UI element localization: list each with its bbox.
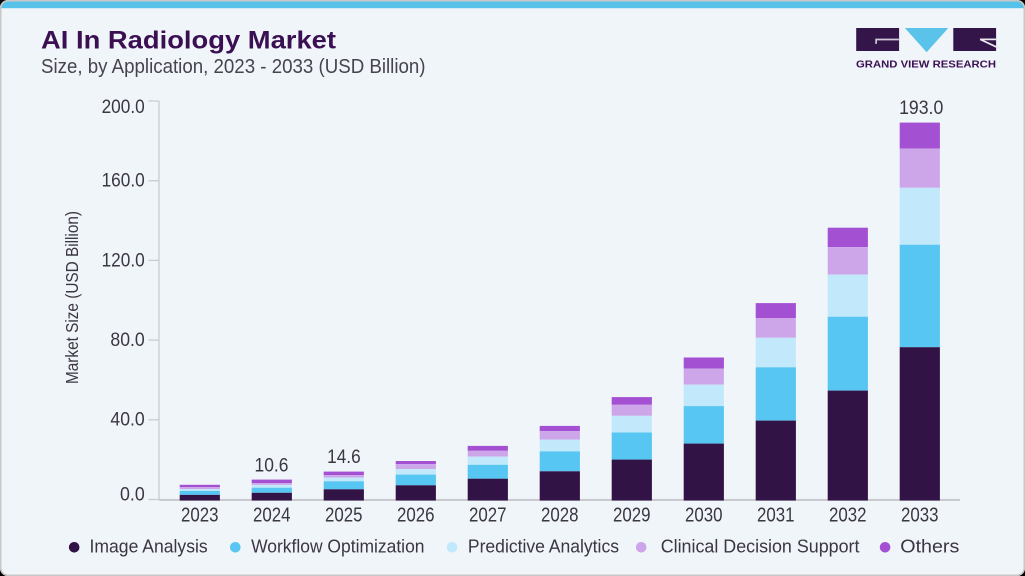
svg-text:40.0: 40.0: [110, 409, 144, 430]
svg-text:Image Analysis: Image Analysis: [90, 536, 208, 557]
svg-text:Size, by Application, 2023 - 2: Size, by Application, 2023 - 2033 (USD B…: [41, 56, 426, 78]
svg-text:Clinical Decision Support: Clinical Decision Support: [661, 536, 860, 557]
svg-text:2032: 2032: [829, 505, 867, 527]
svg-text:2030: 2030: [685, 505, 723, 527]
svg-text:2033: 2033: [901, 505, 939, 527]
svg-text:2023: 2023: [181, 505, 219, 527]
svg-text:2028: 2028: [541, 505, 579, 527]
svg-text:80.0: 80.0: [110, 330, 144, 351]
svg-text:Market Size (USD Billion): Market Size (USD Billion): [62, 211, 82, 384]
svg-text:0.0: 0.0: [120, 484, 145, 505]
svg-text:10.6: 10.6: [255, 455, 289, 476]
svg-text:14.6: 14.6: [327, 447, 361, 468]
svg-text:120.0: 120.0: [102, 250, 145, 271]
svg-text:AI In Radiology Market: AI In Radiology Market: [41, 26, 337, 54]
svg-text:2027: 2027: [469, 505, 507, 527]
svg-text:Workflow Optimization: Workflow Optimization: [251, 536, 424, 557]
svg-text:193.0: 193.0: [899, 98, 943, 119]
svg-text:Others: Others: [900, 536, 959, 557]
svg-text:2029: 2029: [613, 505, 651, 527]
svg-text:160.0: 160.0: [102, 171, 145, 192]
svg-text:GRAND VIEW RESEARCH: GRAND VIEW RESEARCH: [856, 58, 996, 70]
svg-text:2024: 2024: [253, 505, 291, 527]
svg-text:200.0: 200.0: [102, 97, 145, 118]
svg-text:2031: 2031: [757, 505, 795, 527]
svg-text:2025: 2025: [325, 505, 363, 527]
svg-text:2026: 2026: [397, 505, 435, 527]
svg-text:Predictive Analytics: Predictive Analytics: [468, 536, 619, 557]
